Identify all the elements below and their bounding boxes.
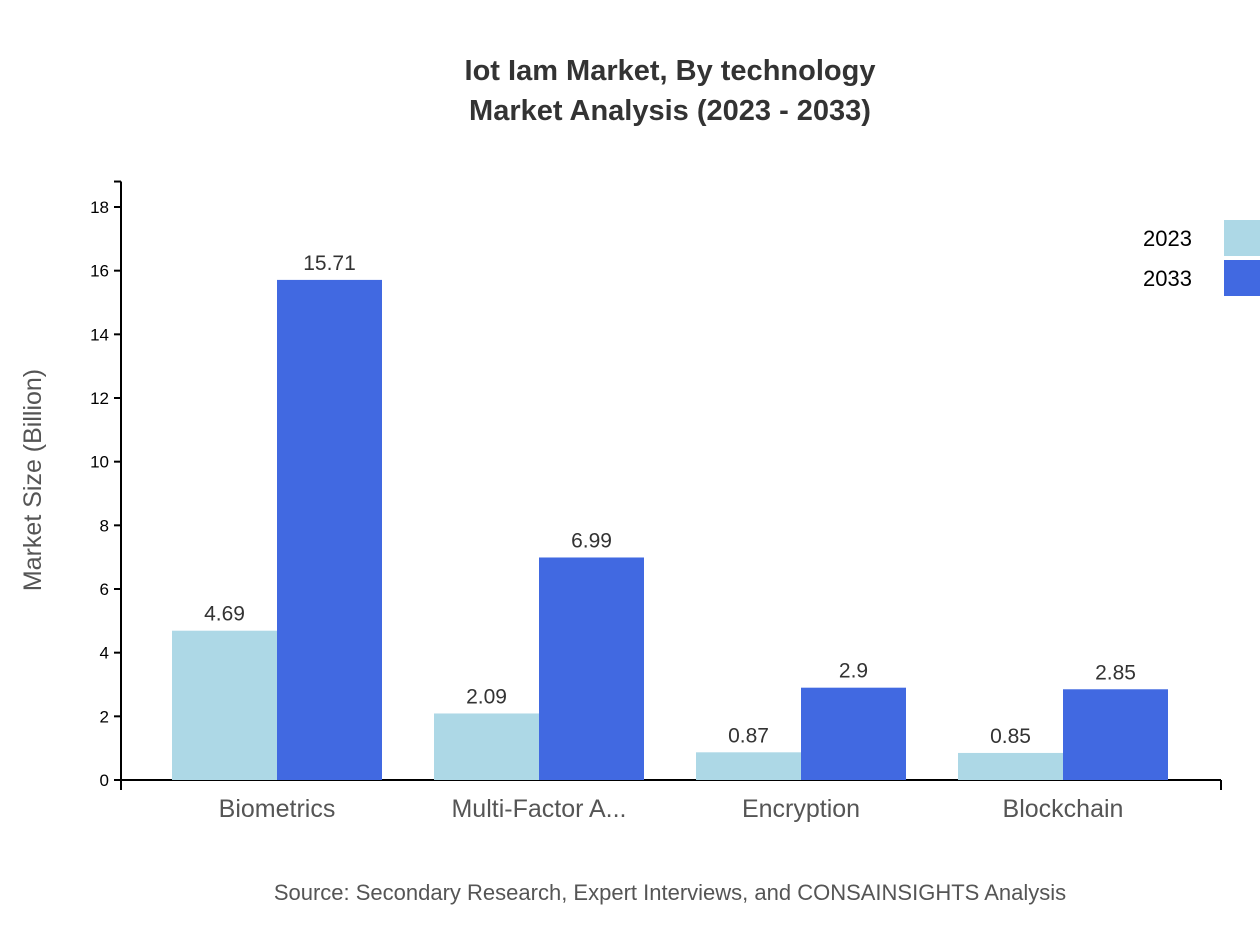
- data-label: 2.85: [1095, 661, 1136, 684]
- legend-label: 2033: [1143, 266, 1192, 291]
- data-label: 0.85: [990, 725, 1031, 748]
- y-tick-label: 8: [100, 516, 109, 535]
- legend-swatch: [1224, 260, 1260, 296]
- y-tick-label: 4: [100, 644, 109, 663]
- legend-label: 2023: [1143, 226, 1192, 251]
- source-note: Source: Secondary Research, Expert Inter…: [274, 880, 1066, 905]
- legend-swatch: [1224, 220, 1260, 256]
- y-tick-label: 6: [100, 580, 109, 599]
- bar-2033: [801, 687, 906, 780]
- y-axis-label: Market Size (Billion): [19, 369, 47, 591]
- data-label: 0.87: [728, 724, 769, 747]
- data-label: 2.09: [466, 685, 507, 708]
- bar-2023: [958, 752, 1063, 780]
- bar-2023: [172, 630, 277, 780]
- bar-2023: [434, 713, 539, 780]
- y-tick-label: 10: [90, 453, 109, 472]
- y-tick-label: 0: [100, 771, 109, 790]
- x-tick-label: Blockchain: [1003, 795, 1124, 823]
- data-label: 4.69: [204, 603, 245, 626]
- chart-title: Iot Iam Market, By technology: [465, 55, 876, 87]
- y-tick-label: 2: [100, 707, 109, 726]
- data-label: 2.9: [839, 660, 868, 683]
- bar-2033: [1063, 689, 1168, 780]
- x-tick-label: Encryption: [742, 795, 860, 823]
- x-tick-label: Multi-Factor A...: [451, 795, 626, 823]
- y-tick-label: 16: [90, 262, 109, 281]
- bar-2033: [277, 279, 382, 780]
- y-tick-label: 18: [90, 198, 109, 217]
- chart-subtitle: Market Analysis (2023 - 2033): [469, 95, 871, 127]
- x-tick-label: Biometrics: [219, 795, 336, 823]
- bar-2023: [696, 752, 801, 780]
- data-label: 6.99: [571, 529, 612, 552]
- data-label: 15.71: [303, 252, 356, 275]
- bar-2033: [539, 557, 644, 780]
- y-tick-label: 14: [90, 325, 109, 344]
- y-tick-label: 12: [90, 389, 109, 408]
